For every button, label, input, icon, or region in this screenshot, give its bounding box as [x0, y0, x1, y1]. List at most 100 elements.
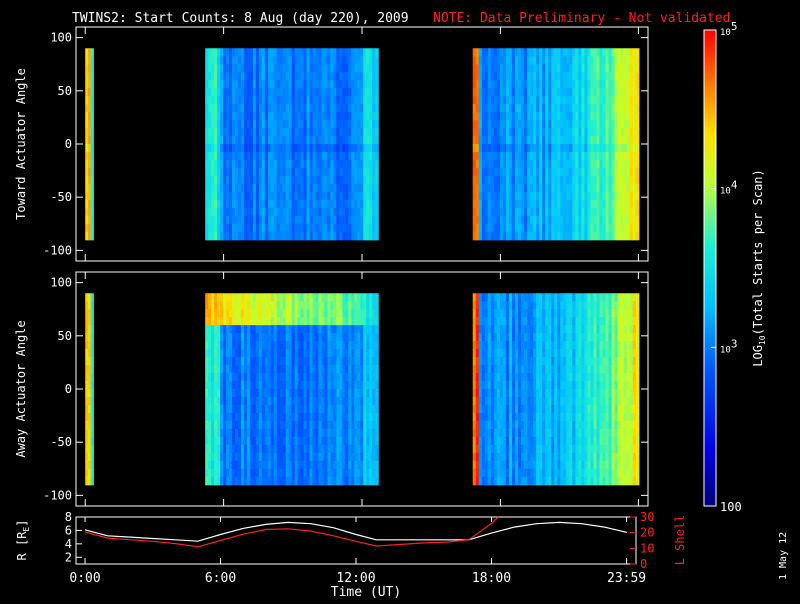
- heatmap-cell: [91, 120, 94, 129]
- heatmap-cell: [375, 80, 379, 89]
- heatmap-cell: [636, 224, 640, 233]
- heatmap-cell: [91, 293, 94, 302]
- heatmap-cell: [91, 160, 94, 169]
- heatmap-cell: [91, 208, 94, 217]
- heatmap-cell: [91, 445, 94, 454]
- heatmap-cell: [91, 373, 94, 382]
- heatmap-cell: [91, 96, 94, 105]
- heatmap-cell: [91, 389, 94, 398]
- heatmap-cell: [375, 477, 379, 486]
- heatmap-cell: [91, 349, 94, 358]
- heatmap-cell: [91, 136, 94, 145]
- y-tick-label: 100: [50, 31, 72, 45]
- heatmap-cell: [375, 152, 379, 161]
- heatmap-cell: [91, 477, 94, 486]
- heatmap-cell: [636, 144, 640, 153]
- heatmap-cell: [91, 365, 94, 374]
- heatmap-cell: [91, 357, 94, 366]
- heatmap-cell: [375, 112, 379, 121]
- heatmap-cell: [91, 128, 94, 137]
- heatmap-cell: [636, 216, 640, 225]
- heatmap-cell: [636, 200, 640, 209]
- heatmap-cell: [375, 293, 379, 302]
- heatmap-cell: [636, 112, 640, 121]
- heatmap-cell: [375, 72, 379, 81]
- heatmap-cell: [375, 128, 379, 137]
- heatmap-cell: [91, 333, 94, 342]
- heatmap-cell: [375, 216, 379, 225]
- heatmap-cell: [91, 232, 94, 241]
- heatmap-cell: [375, 301, 379, 310]
- heatmap-cell: [636, 208, 640, 217]
- heatmap-cell: [375, 381, 379, 390]
- heatmap-cell: [91, 413, 94, 422]
- heatmap-cell: [91, 48, 94, 57]
- heatmap-cell: [375, 445, 379, 454]
- heatmap-cell: [91, 184, 94, 193]
- heatmap-cell: [375, 64, 379, 73]
- heatmap-cell: [636, 192, 640, 201]
- heatmap-cell: [375, 232, 379, 241]
- heatmap-cell: [91, 397, 94, 406]
- heatmap-cell: [636, 136, 640, 145]
- heatmap-cell: [636, 80, 640, 89]
- heatmap-cell: [91, 325, 94, 334]
- heatmap-cell: [375, 405, 379, 414]
- heatmap-cell: [375, 168, 379, 177]
- heatmap-cell: [375, 192, 379, 201]
- heatmap-cell: [91, 405, 94, 414]
- heatmap-cell: [375, 373, 379, 382]
- heatmap-cell: [91, 429, 94, 438]
- heatmap-cell: [375, 160, 379, 169]
- y-tick-label: -50: [50, 190, 72, 204]
- y-tick-label: 50: [58, 84, 72, 98]
- heatmap-cell: [91, 216, 94, 225]
- heatmap-cell: [91, 200, 94, 209]
- heatmap-cell: [375, 397, 379, 406]
- heatmap-cell: [91, 224, 94, 233]
- heatmap-cell: [375, 120, 379, 129]
- heatmap-cell: [91, 301, 94, 310]
- heatmap-cell: [375, 184, 379, 193]
- y-tick-label: 0: [65, 137, 72, 151]
- heatmap-cell: [91, 461, 94, 470]
- heatmap-cell: [375, 144, 379, 153]
- heatmap-cell: [91, 80, 94, 89]
- heatmap-cell: [375, 104, 379, 113]
- heatmap-cell: [375, 461, 379, 470]
- heatmap-cell: [636, 72, 640, 81]
- heatmap-cell: [375, 325, 379, 334]
- heatmap-cell: [91, 317, 94, 326]
- heatmap-cell: [91, 152, 94, 161]
- heatmap-cell: [91, 341, 94, 350]
- heatmap-cell: [375, 56, 379, 65]
- heatmap-cell: [91, 144, 94, 153]
- heatmap-cell: [636, 48, 640, 57]
- heatmap-cell: [375, 429, 379, 438]
- heatmap-cell: [636, 88, 640, 97]
- heatmap-cell: [375, 224, 379, 233]
- heatmap-cell: [375, 88, 379, 97]
- heatmap-cell: [91, 192, 94, 201]
- heatmap-cell: [375, 317, 379, 326]
- heatmap-cell: [636, 64, 640, 73]
- heatmap-cell: [636, 128, 640, 137]
- toward-ylabel: Toward Actuator Angle: [14, 68, 28, 220]
- heatmap-cell: [375, 389, 379, 398]
- heatmap-cell: [91, 469, 94, 478]
- heatmap-cell: [91, 112, 94, 121]
- heatmap-cell: [91, 381, 94, 390]
- heatmap-cell: [375, 136, 379, 145]
- heatmap-cell: [91, 453, 94, 462]
- heatmap-cell: [636, 232, 640, 241]
- heatmap-cell: [91, 64, 94, 73]
- heatmap-cell: [636, 104, 640, 113]
- heatmap-cell: [636, 184, 640, 193]
- heatmap-cell: [91, 72, 94, 81]
- heatmap-cell: [375, 176, 379, 185]
- heatmap-cell: [636, 56, 640, 65]
- preliminary-note: NOTE: Data Preliminary - Not validated: [433, 11, 730, 26]
- heatmap-cell: [636, 176, 640, 185]
- heatmap-cell: [636, 152, 640, 161]
